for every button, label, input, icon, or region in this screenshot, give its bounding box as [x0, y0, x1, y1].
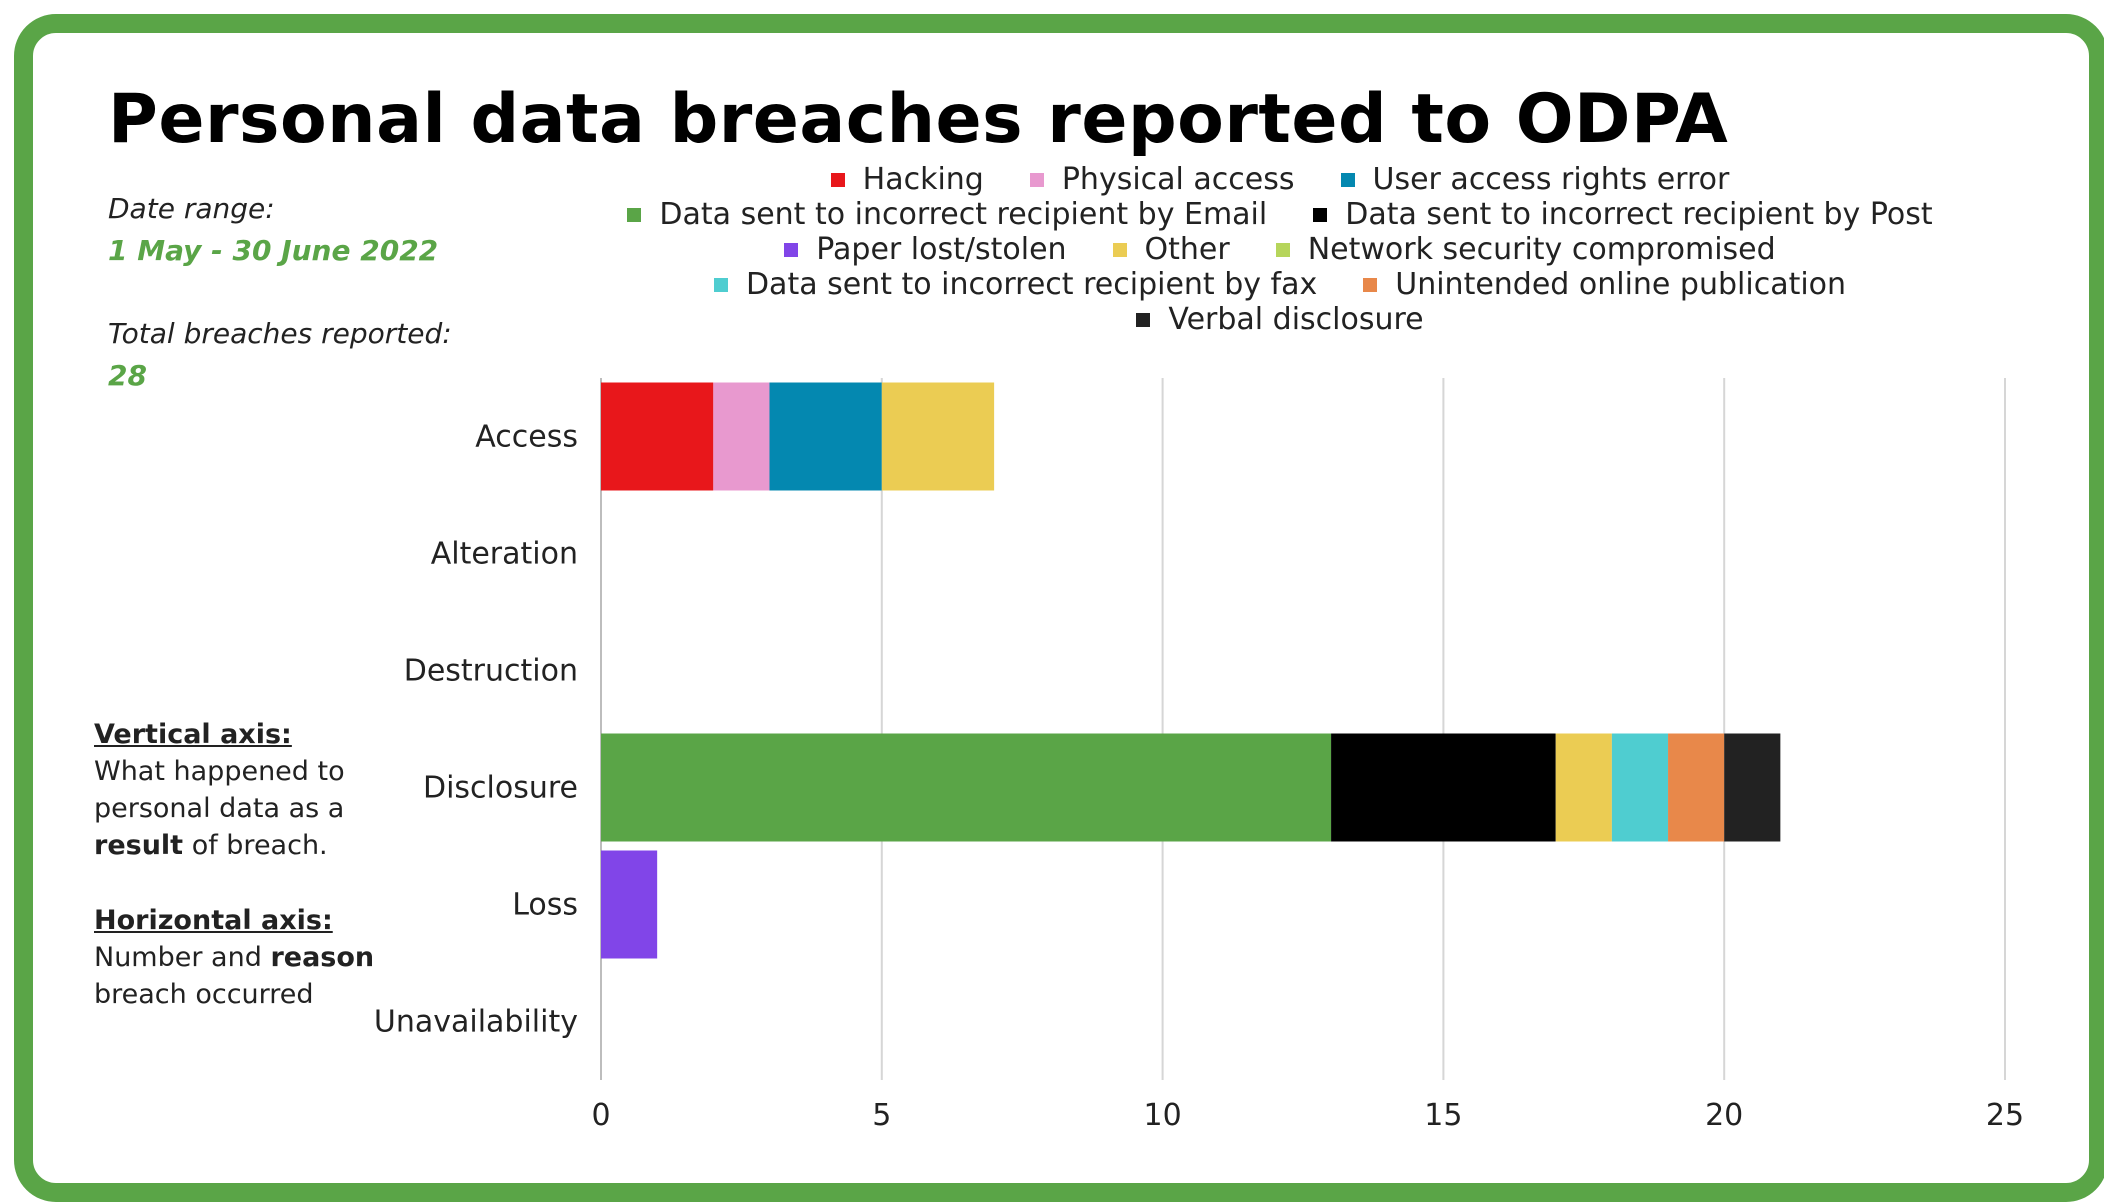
legend-label: Data sent to incorrect recipient by Post [1345, 197, 1933, 232]
x-tick-label: 25 [1986, 1098, 2024, 1133]
legend-item: Network security compromised [1275, 232, 1776, 267]
legend-row: Hacking Physical access User access rights… [560, 162, 2000, 197]
x-tick-label: 5 [872, 1098, 891, 1133]
legend-label: Unintended online publication [1395, 267, 1847, 302]
x-tick-label: 10 [1144, 1098, 1182, 1133]
horizontal-axis-note-head: Horizontal axis: [94, 905, 333, 936]
horizontal-axis-note: Horizontal axis: Number and reason breac… [94, 902, 394, 1013]
legend-row: Data sent to incorrect recipient by Emai… [560, 197, 2000, 232]
horizontal-axis-note-text: Number and [94, 942, 262, 973]
legend-item: Physical access [1029, 162, 1295, 197]
bar-segment [881, 382, 995, 491]
legend-swatch [830, 172, 845, 187]
legend-item: Data sent to incorrect recipient by Emai… [627, 197, 1267, 232]
legend-label: Data sent to incorrect recipient by Emai… [659, 197, 1268, 232]
legend-swatch [1363, 277, 1378, 292]
legend-item: Paper lost/stolen [784, 232, 1067, 267]
date-range-label: Date range: [108, 192, 275, 225]
bar-segment [713, 382, 770, 491]
legend-row: Paper lost/stolen Other Network security c… [560, 232, 2000, 267]
x-tick-label: 20 [1705, 1098, 1743, 1133]
legend-swatch [1136, 312, 1151, 327]
legend-label: Other [1144, 232, 1230, 267]
bar-segment [1724, 733, 1781, 842]
horizontal-axis-note-text-end: breach occurred [94, 979, 314, 1010]
total-value: 28 [108, 359, 147, 392]
bar-segment [1331, 733, 1556, 842]
legend-item: Verbal disclosure [1136, 302, 1424, 337]
horizontal-axis-note-bold: reason [270, 942, 375, 973]
bar-segment [1668, 733, 1725, 842]
legend-swatch [713, 277, 728, 292]
legend-label: Verbal disclosure [1168, 302, 1424, 337]
category-label: Disclosure [423, 771, 578, 806]
legend-item: Data sent to incorrect recipient by fax [713, 267, 1318, 302]
legend-label: Network security compromised [1307, 232, 1776, 267]
legend-swatch [627, 207, 642, 222]
legend-label: Hacking [862, 162, 984, 197]
legend-row: Verbal disclosure [560, 302, 2000, 337]
bar-segment [601, 850, 658, 959]
legend-swatch [1340, 172, 1355, 187]
legend-swatch [1275, 242, 1290, 257]
legend-swatch [1029, 172, 1044, 187]
category-label: Alteration [431, 537, 578, 572]
chart-title: Personal data breaches reported to ODPA [108, 80, 1729, 159]
bar-segment [601, 382, 714, 491]
vertical-axis-note-text: What happened to personal data as a [94, 756, 345, 824]
legend-label: Physical access [1061, 162, 1295, 197]
legend-item: Data sent to incorrect recipient by Post [1313, 197, 1933, 232]
vertical-axis-note-bold: result [94, 830, 184, 861]
legend-label: User access rights error [1372, 162, 1730, 197]
bar-segment [601, 733, 1332, 842]
x-tick-label: 0 [591, 1098, 610, 1133]
bar-segment [1611, 733, 1669, 842]
vertical-axis-note-text-end: of breach. [191, 830, 328, 861]
legend-swatch [1112, 242, 1127, 257]
legend-label: Data sent to incorrect recipient by fax [745, 267, 1318, 302]
chart-frame [14, 14, 2104, 1202]
date-range-value: 1 May - 30 June 2022 [108, 234, 439, 267]
category-label: Unavailability [374, 1005, 578, 1040]
vertical-axis-note: Vertical axis: What happened to personal… [94, 716, 394, 864]
total-label: Total breaches reported: [108, 317, 452, 350]
vertical-axis-note-head: Vertical axis: [94, 719, 292, 750]
legend-swatch [1313, 207, 1328, 222]
x-tick-label: 15 [1424, 1098, 1462, 1133]
category-label: Destruction [404, 654, 578, 689]
legend-item: Other [1112, 232, 1230, 267]
legend-item: Unintended online publication [1363, 267, 1846, 302]
category-label: Loss [512, 888, 578, 923]
legend-swatch [784, 242, 799, 257]
legend-item: User access rights error [1340, 162, 1730, 197]
legend-label: Paper lost/stolen [816, 232, 1067, 267]
chart-legend: Hacking Physical access User access rights… [560, 162, 2000, 337]
legend-row: Data sent to incorrect recipient by fax U… [560, 267, 2000, 302]
bar-segment [1555, 733, 1612, 842]
legend-item: Hacking [830, 162, 984, 197]
bar-segment [769, 382, 882, 491]
category-label: Access [475, 420, 578, 455]
